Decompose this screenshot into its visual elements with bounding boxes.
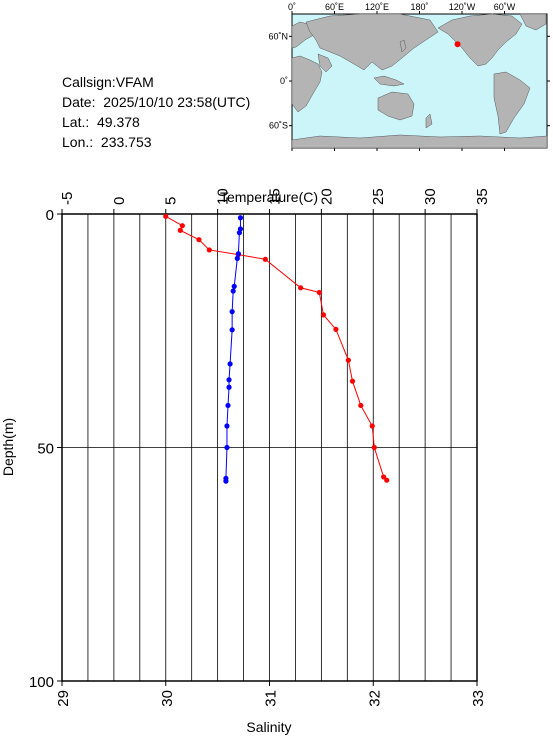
temperature-tick-label: 35	[474, 188, 491, 205]
temperature-data-point	[345, 357, 351, 363]
map-lon-label: 120˚W	[449, 2, 476, 12]
map-lon-label: 120˚E	[365, 2, 389, 12]
map-lon-label: 180˚	[410, 2, 428, 12]
temperature-data-point	[298, 285, 304, 291]
temperature-data-point	[381, 474, 387, 480]
temperature-data-point	[384, 477, 390, 483]
salinity-data-point	[227, 361, 233, 367]
salinity-data-point	[229, 327, 235, 333]
temperature-data-point	[163, 213, 169, 219]
callsign-text: Callsign:VFAM	[62, 74, 154, 90]
depth-tick-label: 50	[37, 441, 54, 458]
salinity-tick-label: 31	[263, 690, 280, 707]
temperature-data-point	[196, 237, 202, 243]
salinity-tick-label: 33	[470, 690, 487, 707]
map-lat-label: 60˚S	[269, 121, 288, 131]
salinity-data-point	[223, 478, 229, 484]
salinity-data-point	[224, 423, 230, 429]
salinity-data-point	[231, 283, 237, 289]
temperature-tick-label: 10	[215, 188, 232, 205]
temperature-tick-label: 20	[318, 188, 335, 205]
salinity-data-point	[229, 309, 235, 315]
location-map: 0˚ 60˚E 120˚E 180˚ 120˚W 60˚W 60˚N 0˚ 60˚S	[268, 2, 550, 151]
longitude-text: Lon.: 233.753	[62, 134, 152, 150]
salinity-axis-title: Salinity	[246, 719, 291, 735]
date-text: Date: 2025/10/10 23:58(UTC)	[62, 94, 251, 110]
depth-axis-title: Depth(m)	[0, 418, 16, 476]
salinity-data-point	[226, 377, 232, 383]
latitude-text: Lat.: 49.378	[62, 114, 140, 130]
salinity-data-point	[230, 288, 236, 294]
depth-tick-label: 0	[46, 207, 54, 224]
map-lat-label: 0˚	[280, 76, 288, 86]
salinity-data-point	[226, 384, 232, 390]
map-lon-label: 60˚W	[494, 2, 516, 12]
salinity-data-point	[237, 215, 244, 221]
map-lon-label: 60˚E	[325, 2, 344, 12]
salinity-data-point	[235, 251, 241, 257]
salinity-tick-label: 32	[366, 690, 383, 707]
temperature-profile-line	[165, 215, 388, 481]
station-location-marker	[454, 41, 461, 48]
salinity-data-point	[236, 230, 243, 236]
temperature-data-point	[369, 423, 375, 429]
map-lat-label: 60˚N	[268, 31, 288, 41]
temperature-tick-label: -5	[59, 192, 76, 205]
temperature-data-point	[177, 227, 183, 233]
salinity-tick-label: 29	[55, 690, 72, 707]
temperature-data-point	[262, 256, 268, 262]
temperature-tick-label: 25	[370, 188, 387, 205]
station-info: Callsign:VFAM Date: 2025/10/10 23:58(UTC…	[62, 72, 250, 152]
temperature-data-point	[206, 247, 212, 253]
temperature-data-point	[358, 402, 364, 409]
map-landmasses	[291, 13, 548, 149]
temperature-data-point	[316, 289, 322, 296]
temperature-data-point	[320, 312, 327, 318]
map-lon-label: 0˚	[288, 2, 296, 12]
temperature-tick-label: 30	[422, 188, 439, 205]
temperature-data-point	[371, 444, 377, 451]
temperature-tick-label: 0	[111, 197, 128, 205]
temperature-axis-title: Temperature(C)	[220, 189, 318, 205]
temperature-data-point	[179, 223, 185, 229]
temperature-tick-label: 15	[266, 188, 283, 205]
temperature-data-point	[333, 326, 339, 332]
depth-tick-label: 100	[29, 674, 54, 691]
salinity-data-point	[225, 402, 231, 409]
salinity-data-point	[234, 255, 240, 261]
temperature-data-point	[349, 378, 356, 384]
salinity-data-point	[224, 444, 230, 451]
temperature-tick-label: 5	[163, 197, 180, 205]
salinity-tick-label: 30	[159, 690, 176, 707]
